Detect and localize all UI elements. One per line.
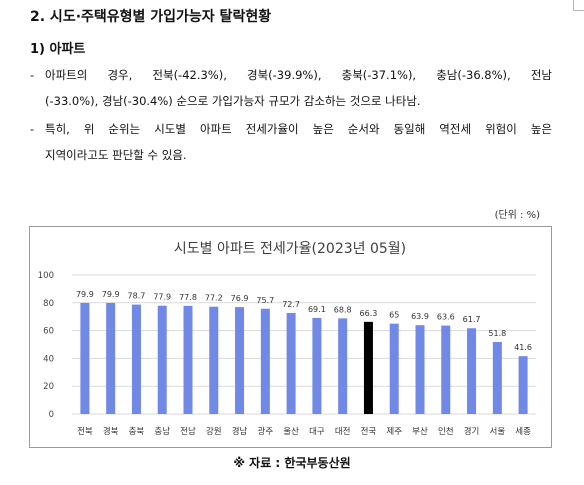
source-note: ※ 자료 : 한국부동산원 bbox=[233, 456, 351, 470]
bullet-2-line-1: 특히, 위 순위는 시도별 아파트 전세가율이 높은 순서와 동일해 역전세 위… bbox=[45, 122, 552, 136]
bar-광주 bbox=[260, 308, 270, 414]
chart-frame: 시도별 아파트 전세가율(2023년 05월) 0 20 40 60 80 100 79.9 전… bbox=[29, 226, 552, 448]
x-tick-label: 충북 bbox=[129, 427, 145, 437]
data-label: 69.1 bbox=[308, 305, 326, 314]
bullet-1-line-1: 아파트의 경우, 전북(-42.3%), 경북(-39.9%), 충북(-37.… bbox=[45, 68, 552, 82]
bullet-paragraph-1: - 아파트의 경우, 전북(-42.3%), 경북(-39.9%), 충북(-3… bbox=[30, 62, 552, 114]
bar-제주 bbox=[389, 323, 399, 414]
data-label: 79.9 bbox=[102, 290, 120, 299]
y-tick-label: 100 bbox=[38, 271, 54, 281]
data-label: 51.8 bbox=[488, 329, 506, 338]
x-tick-label: 경남 bbox=[232, 426, 248, 437]
x-tick-label: 대구 bbox=[309, 427, 325, 437]
data-label: 63.9 bbox=[411, 312, 429, 321]
x-tick-label: 강원 bbox=[206, 426, 222, 437]
bullet-dash: - bbox=[30, 122, 35, 136]
bar-전국 bbox=[363, 321, 373, 414]
bar-부산 bbox=[415, 325, 425, 414]
data-label: 77.9 bbox=[153, 293, 171, 302]
x-tick-label: 서울 bbox=[490, 427, 506, 437]
x-tick-label: 제주 bbox=[386, 427, 402, 437]
bar-경북 bbox=[106, 302, 116, 414]
data-label: 78.7 bbox=[128, 292, 146, 301]
bullet-1-line-2: (-33.0%), 경남(-30.4%) 순으로 가입가능자 규모가 감소하는 … bbox=[45, 94, 421, 108]
x-tick-label: 인천 bbox=[438, 426, 454, 437]
page-corner-mark bbox=[573, 0, 584, 11]
data-label: 63.6 bbox=[437, 313, 455, 322]
x-tick-label: 전북 bbox=[77, 426, 93, 437]
bar-울산 bbox=[286, 312, 296, 414]
y-tick-label: 40 bbox=[43, 354, 54, 364]
y-tick-label: 80 bbox=[43, 299, 54, 309]
x-tick-label: 대전 bbox=[335, 426, 351, 437]
data-label: 41.6 bbox=[514, 343, 532, 352]
data-label: 61.7 bbox=[463, 315, 481, 324]
bar-충남 bbox=[157, 305, 167, 414]
bar-경기 bbox=[467, 328, 477, 414]
y-tick-label: 60 bbox=[43, 327, 54, 337]
x-tick-label: 경북 bbox=[103, 426, 119, 437]
x-tick-label: 세종 bbox=[515, 427, 531, 437]
bullet-2-line-2: 지역이라고도 판단할 수 있음. bbox=[45, 148, 187, 162]
subsection-heading: 1) 아파트 bbox=[30, 42, 86, 57]
x-tick-label: 울산 bbox=[283, 426, 299, 437]
chart-title: 시도별 아파트 전세가율(2023년 05월) bbox=[174, 241, 406, 257]
bar-강원 bbox=[209, 306, 219, 414]
bar-전남 bbox=[183, 305, 193, 414]
data-label: 66.3 bbox=[360, 309, 378, 318]
bar-세종 bbox=[518, 356, 528, 414]
x-tick-label: 부산 bbox=[412, 426, 428, 437]
data-label: 75.7 bbox=[256, 296, 274, 305]
bullet-dash: - bbox=[30, 68, 35, 82]
y-tick-label: 20 bbox=[43, 382, 54, 392]
section-heading: 2. 시도·주택유형별 가입가능자 탈락현황 bbox=[30, 9, 272, 25]
data-label: 65 bbox=[389, 311, 399, 320]
x-tick-label: 광주 bbox=[258, 426, 274, 437]
x-tick-label: 전남 bbox=[180, 426, 196, 437]
bar-충북 bbox=[131, 304, 141, 414]
bullet-paragraph-2: - 특히, 위 순위는 시도별 아파트 전세가율이 높은 순서와 동일해 역전세… bbox=[30, 116, 552, 168]
bar-서울 bbox=[492, 341, 502, 414]
unit-label: (단위 : %) bbox=[494, 210, 540, 221]
data-label: 72.7 bbox=[282, 300, 300, 309]
x-tick-label: 충남 bbox=[154, 427, 170, 437]
y-tick-label: 0 bbox=[49, 410, 54, 420]
data-label: 77.2 bbox=[205, 294, 223, 303]
bar-전북 bbox=[80, 302, 90, 414]
data-label: 68.8 bbox=[334, 305, 352, 314]
bar-chart: 시도별 아파트 전세가율(2023년 05월) 0 20 40 60 80 100 79.9 전… bbox=[38, 241, 536, 437]
bar-대전 bbox=[338, 318, 348, 414]
data-label: 76.9 bbox=[231, 294, 249, 303]
bar-인천 bbox=[441, 325, 451, 414]
data-label: 77.8 bbox=[179, 293, 197, 302]
x-tick-label: 경기 bbox=[464, 426, 480, 437]
data-label: 79.9 bbox=[76, 290, 94, 299]
x-tick-label: 전국 bbox=[361, 426, 377, 437]
bar-경남 bbox=[235, 307, 245, 414]
bar-대구 bbox=[312, 317, 322, 414]
